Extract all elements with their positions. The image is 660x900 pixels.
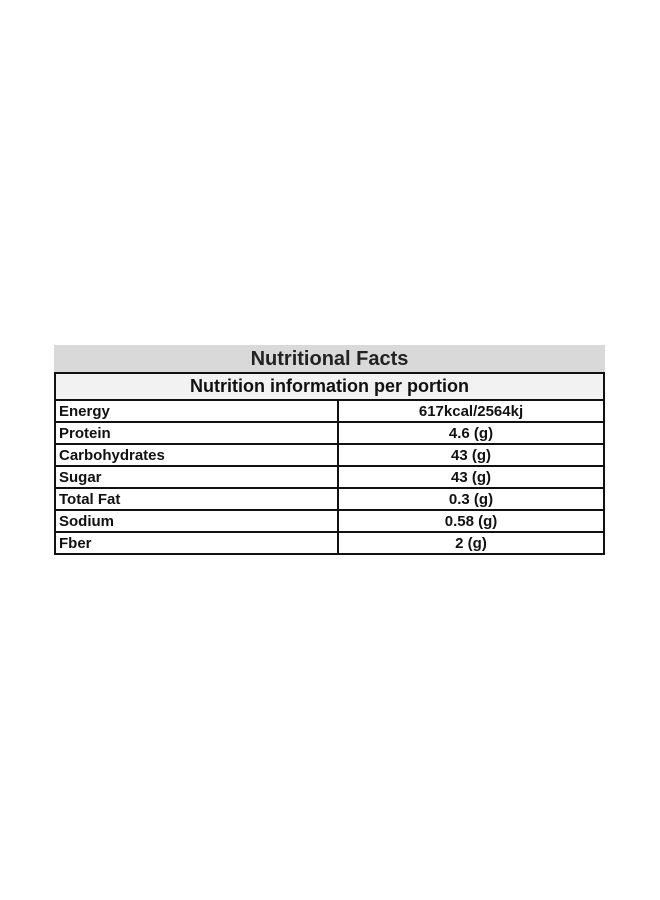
nutrient-value: 617kcal/2564kj bbox=[418, 403, 524, 420]
nutrient-label: Protein bbox=[56, 423, 339, 443]
table-row: Carbohydrates 43 (g) bbox=[54, 443, 605, 465]
nutrient-label: Energy bbox=[56, 401, 339, 421]
nutrient-label: Total Fat bbox=[56, 489, 339, 509]
nutrient-label: Sugar bbox=[56, 467, 339, 487]
table-row: Sodium 0.58 (g) bbox=[54, 509, 605, 531]
table-row: Fber 2 (g) bbox=[54, 531, 605, 555]
table-subtitle: Nutrition information per portion bbox=[54, 372, 605, 399]
nutrient-label: Fber bbox=[56, 533, 339, 553]
table-title: Nutritional Facts bbox=[54, 345, 605, 372]
table-row: Total Fat 0.3 (g) bbox=[54, 487, 605, 509]
nutrient-label: Carbohydrates bbox=[56, 445, 339, 465]
nutrient-value: 43 (g) bbox=[450, 469, 491, 486]
table-row: Protein 4.6 (g) bbox=[54, 421, 605, 443]
nutrient-value: 4.6 (g) bbox=[448, 425, 494, 442]
table-body: Energy 617kcal/2564kj Protein 4.6 (g) Carboh… bbox=[54, 399, 605, 555]
nutrient-value: 2 (g) bbox=[455, 535, 487, 552]
nutrient-value: 43 (g) bbox=[450, 447, 491, 464]
table-row: Energy 617kcal/2564kj bbox=[54, 399, 605, 421]
nutrient-value: 0.3 (g) bbox=[448, 491, 494, 508]
nutrition-table: Nutritional Facts Nutrition information … bbox=[54, 345, 605, 555]
table-row: Sugar 43 (g) bbox=[54, 465, 605, 487]
nutrient-value: 0.58 (g) bbox=[444, 513, 498, 530]
nutrient-label: Sodium bbox=[56, 511, 339, 531]
